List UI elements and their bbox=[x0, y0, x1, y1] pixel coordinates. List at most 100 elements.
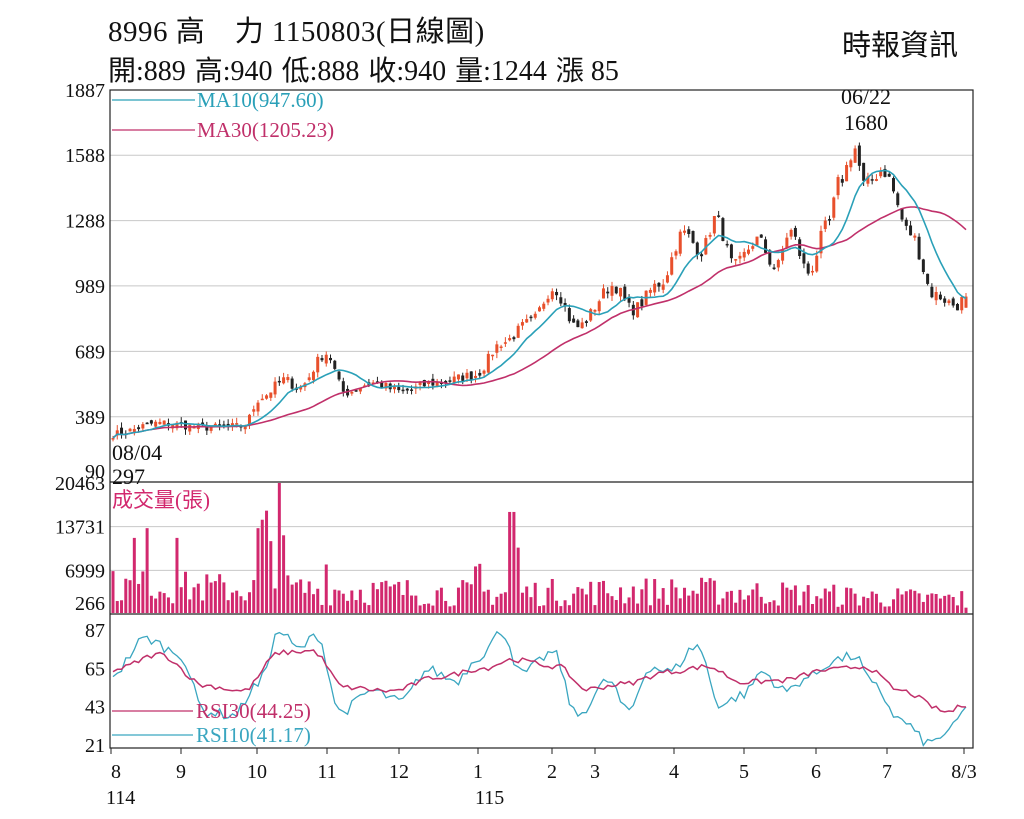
volume-bar bbox=[955, 605, 959, 613]
volume-bar bbox=[474, 566, 478, 613]
candle-body bbox=[810, 270, 814, 273]
volume-bar bbox=[653, 579, 657, 613]
candle-body bbox=[828, 219, 832, 221]
price-tick-label: 389 bbox=[75, 407, 105, 429]
volume-panel bbox=[111, 483, 968, 613]
volume-bar bbox=[418, 605, 422, 613]
candle-body bbox=[384, 382, 388, 389]
candle-body bbox=[691, 231, 695, 243]
volume-bar bbox=[243, 600, 247, 613]
candle-body bbox=[137, 427, 141, 430]
volume-bar bbox=[862, 596, 866, 613]
volume-bar bbox=[576, 587, 580, 613]
volume-bar bbox=[648, 605, 652, 613]
price-tick-label: 989 bbox=[75, 276, 105, 298]
candle-body bbox=[465, 372, 469, 379]
x-month-label: 11 bbox=[317, 761, 336, 783]
candle-body bbox=[474, 375, 478, 378]
candle-body bbox=[341, 381, 345, 392]
x-month-label: 4 bbox=[669, 761, 679, 783]
candle-body bbox=[397, 387, 401, 391]
x-month-label: 9 bbox=[176, 761, 186, 783]
volume-bar bbox=[845, 587, 849, 613]
volume-bar bbox=[444, 600, 448, 613]
rsi30-line bbox=[112, 649, 967, 713]
volume-bar bbox=[934, 593, 938, 613]
x-month-label: 5 bbox=[739, 761, 749, 783]
volume-bar bbox=[708, 578, 712, 613]
volume-bar bbox=[883, 606, 887, 613]
volume-bar bbox=[286, 575, 290, 613]
volume-bar bbox=[589, 581, 593, 613]
candle-body bbox=[904, 219, 908, 226]
candle-body bbox=[329, 357, 333, 361]
volume-bar bbox=[810, 604, 814, 613]
candle-body bbox=[452, 376, 456, 383]
volume-bar bbox=[584, 594, 588, 613]
candle-body bbox=[883, 168, 887, 177]
candle-body bbox=[316, 356, 320, 373]
candle-body bbox=[542, 303, 546, 309]
candle-body bbox=[930, 286, 934, 298]
candle-body bbox=[759, 234, 763, 238]
candle-body bbox=[793, 227, 797, 237]
volume-bar bbox=[392, 584, 396, 613]
candle-body bbox=[776, 260, 780, 268]
high-value-annotation: 1680 bbox=[844, 110, 888, 135]
candle-body bbox=[755, 236, 759, 246]
candle-body bbox=[405, 388, 409, 391]
x-month-label: 1 bbox=[473, 761, 483, 783]
candle-body bbox=[418, 382, 422, 385]
candle-body bbox=[648, 289, 652, 293]
candle-body bbox=[243, 426, 247, 430]
volume-bar bbox=[171, 603, 175, 613]
volume-bar bbox=[606, 593, 610, 613]
volume-bar bbox=[324, 564, 328, 613]
volume-bar bbox=[631, 586, 635, 613]
candle-body bbox=[486, 353, 490, 373]
candle-body bbox=[333, 360, 337, 369]
volume-bar bbox=[162, 593, 166, 613]
volume-bar bbox=[687, 595, 691, 613]
candle-body bbox=[678, 231, 682, 254]
volume-bar bbox=[947, 594, 951, 613]
candle-body bbox=[802, 253, 806, 264]
low-value-annotation: 297 bbox=[112, 464, 145, 489]
volume-bar bbox=[401, 594, 405, 613]
candle-body bbox=[921, 259, 925, 273]
volume-bar bbox=[597, 582, 601, 613]
volume-bar bbox=[137, 583, 141, 613]
candle-body bbox=[277, 380, 281, 383]
candle-body bbox=[158, 421, 162, 425]
volume-bar bbox=[644, 578, 648, 613]
volume-bar bbox=[751, 589, 755, 613]
volume-bar bbox=[303, 592, 307, 613]
candle-body bbox=[683, 230, 687, 233]
candle-body bbox=[909, 225, 913, 236]
volume-bar bbox=[456, 587, 460, 613]
volume-bar bbox=[188, 599, 192, 613]
volume-bar bbox=[290, 584, 294, 613]
legend-ma30: MA30(1205.23) bbox=[197, 118, 334, 142]
volume-bar bbox=[700, 577, 704, 613]
candle-body bbox=[201, 422, 205, 425]
volume-bar bbox=[294, 582, 298, 613]
candle-body bbox=[866, 176, 870, 184]
candle-body bbox=[230, 423, 234, 427]
candle-body bbox=[768, 250, 772, 265]
candle-body bbox=[593, 309, 597, 312]
volume-bar bbox=[538, 606, 541, 613]
volume-bar bbox=[196, 583, 200, 613]
volume-bar bbox=[213, 581, 217, 613]
volume-bar bbox=[499, 593, 503, 613]
candle-body bbox=[469, 371, 473, 380]
candle-body bbox=[729, 244, 733, 259]
grid-lines bbox=[110, 154, 973, 571]
candle-body bbox=[184, 420, 188, 430]
candle-body bbox=[435, 381, 439, 386]
ohlc-item: 收:940 bbox=[368, 56, 447, 87]
candle-body bbox=[209, 427, 213, 431]
candle-body bbox=[764, 239, 768, 253]
candle-body bbox=[111, 438, 115, 440]
volume-bar bbox=[529, 597, 533, 613]
